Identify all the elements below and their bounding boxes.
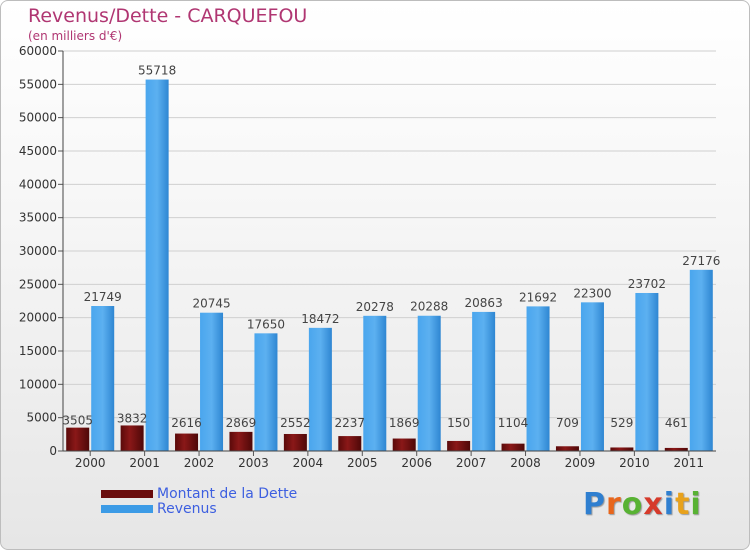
data-label-revenus: 20288 <box>410 300 448 314</box>
logo-letter: P <box>583 487 606 522</box>
x-tick-label: 2011 <box>674 456 705 470</box>
data-label-revenus: 20278 <box>356 300 394 314</box>
proxiti-logo: Proxiti <box>583 487 702 522</box>
x-tick-label: 2003 <box>238 456 269 470</box>
legend-swatch-revenus <box>101 505 153 513</box>
x-tick-label: 2000 <box>75 456 106 470</box>
bar-debt <box>338 436 362 451</box>
bar-revenus <box>363 315 387 451</box>
bar-revenus <box>308 327 332 451</box>
data-label-revenus: 20863 <box>465 296 503 310</box>
logo-letter: o <box>621 487 644 522</box>
x-tick-label: 2004 <box>293 456 324 470</box>
data-label-debt: 529 <box>610 416 633 430</box>
bar-revenus <box>580 302 604 451</box>
bar-debt <box>66 427 90 451</box>
bar-debt <box>610 447 634 451</box>
data-label-debt: 709 <box>556 416 579 430</box>
x-tick-label: 2010 <box>619 456 650 470</box>
y-tick-label: 20000 <box>19 311 57 325</box>
y-tick-label: 0 <box>49 444 57 458</box>
bar-debt <box>120 425 144 451</box>
data-label-debt: 461 <box>665 416 688 430</box>
legend-label-revenus: Revenus <box>157 501 217 517</box>
x-tick-label: 2001 <box>129 456 160 470</box>
logo-letter: i <box>690 487 702 522</box>
data-label-debt: 2237 <box>335 416 366 430</box>
bar-debt <box>229 431 253 451</box>
data-label-revenus: 20745 <box>192 297 230 311</box>
grid-lines <box>63 50 716 452</box>
x-tick-label: 2007 <box>456 456 487 470</box>
data-label-debt: 1869 <box>389 416 420 430</box>
x-tick-label: 2006 <box>401 456 432 470</box>
logo-letter: r <box>606 487 622 522</box>
legend-label-debt: Montant de la Dette <box>157 486 298 502</box>
y-tick-label: 30000 <box>19 244 57 258</box>
data-label-debt: 2552 <box>280 416 311 430</box>
data-label-debt: 2869 <box>226 416 257 430</box>
legend-swatch-debt <box>101 490 153 498</box>
logo-letter: x <box>643 487 664 522</box>
data-label-revenus: 23702 <box>628 277 666 291</box>
data-label-revenus: 17650 <box>247 317 285 331</box>
chart-subtitle: (en milliers d'€) <box>28 29 123 43</box>
bar-revenus <box>417 315 441 451</box>
y-tick-label: 60000 <box>19 44 57 58</box>
bar-revenus <box>91 306 115 451</box>
y-tick-label: 10000 <box>19 377 57 391</box>
y-tick-label: 15000 <box>19 344 57 358</box>
data-label-revenus: 22300 <box>573 286 611 300</box>
axes: 0 5000 10000 15000 20000 25000 30000 35000 40000… <box>19 44 716 470</box>
y-tick-label: 35000 <box>19 211 57 225</box>
bar-debt <box>555 446 579 451</box>
bar-revenus <box>635 292 659 451</box>
data-label-revenus: 55718 <box>138 64 176 78</box>
data-label-revenus: 18472 <box>301 312 339 326</box>
y-tick-label: 5000 <box>26 411 57 425</box>
bar-debt <box>392 438 416 451</box>
y-tick-label: 25000 <box>19 277 57 291</box>
bar-revenus <box>472 311 496 451</box>
x-tick-label: 2002 <box>184 456 215 470</box>
bar-revenus <box>145 79 169 452</box>
bar-debt <box>447 440 471 451</box>
y-tick-label: 45000 <box>19 144 57 158</box>
logo-letter: t <box>675 487 691 522</box>
y-tick-label: 50000 <box>19 111 57 125</box>
data-label-debt: 1104 <box>498 416 529 430</box>
data-label-debt: 150 <box>447 416 470 430</box>
data-label-debt: 2616 <box>171 416 202 430</box>
x-tick-label: 2005 <box>347 456 378 470</box>
bar-revenus <box>526 306 550 451</box>
bar-debt <box>501 443 525 451</box>
bar-revenus <box>200 312 224 451</box>
x-tick-label: 2008 <box>510 456 541 470</box>
y-tick-label: 55000 <box>19 77 57 91</box>
bar-debt <box>664 447 688 451</box>
value-labels: 3505 21749 3832 55718 2616 20745 2869 17650 2552… <box>62 64 720 430</box>
data-label-revenus: 21749 <box>84 290 122 304</box>
x-tick-label: 2009 <box>565 456 596 470</box>
bar-revenus <box>254 333 278 451</box>
chart-title: Revenus/Dette - CARQUEFOU <box>28 5 308 27</box>
logo-letter: i <box>663 487 676 522</box>
bar-debt <box>175 433 199 451</box>
data-label-revenus: 27176 <box>682 254 720 268</box>
bars <box>66 79 713 452</box>
bar-revenus <box>689 269 713 451</box>
data-label-revenus: 21692 <box>519 290 557 304</box>
bar-debt <box>283 433 307 451</box>
data-label-debt: 3832 <box>117 411 148 425</box>
y-tick-label: 40000 <box>19 177 57 191</box>
data-label-debt: 3505 <box>62 414 93 428</box>
